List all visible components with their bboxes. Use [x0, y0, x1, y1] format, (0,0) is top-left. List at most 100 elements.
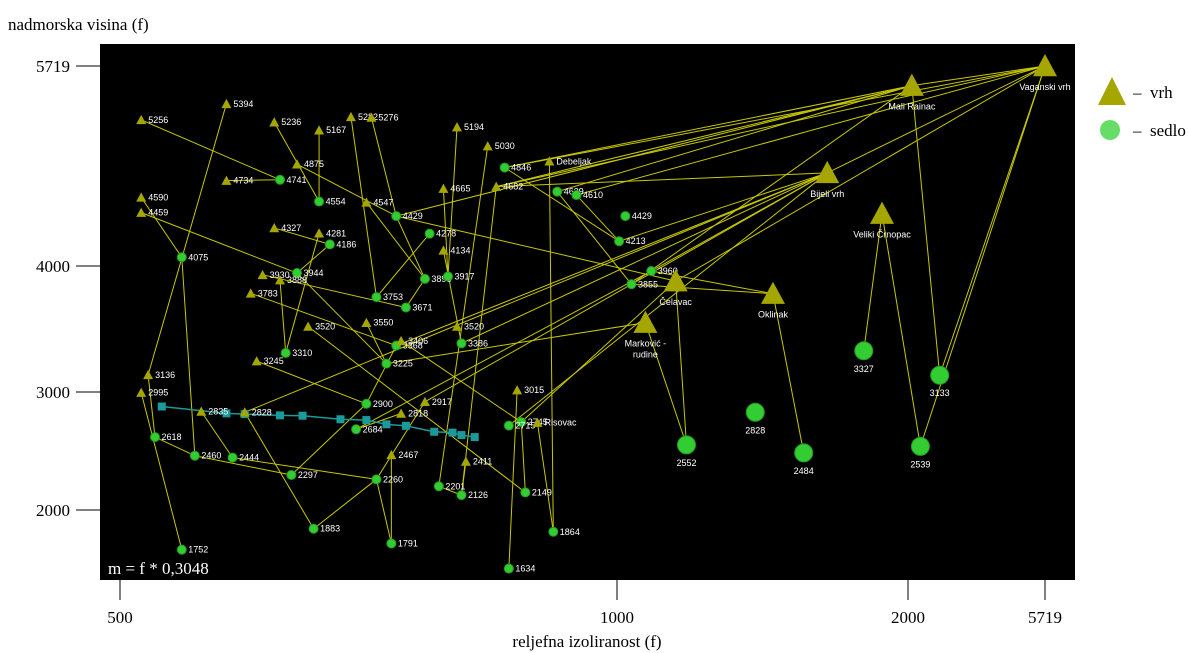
conversion-note: m = f * 0,3048 [108, 559, 209, 578]
link-line [520, 280, 677, 423]
saddle-point [324, 239, 335, 250]
saddle-point [503, 420, 514, 431]
link-line [291, 403, 367, 476]
saddle-label: 4213 [626, 236, 646, 246]
saddle-label: 4429 [632, 211, 652, 221]
peak-label: 5236 [281, 117, 301, 127]
link-line [396, 85, 912, 217]
link-line [631, 283, 774, 295]
saddle-point [400, 302, 411, 313]
peak-label: Oklinak [758, 310, 789, 320]
link-line [140, 392, 183, 550]
y-axis-title: nadmorska visina (f) [8, 15, 149, 34]
link-line [675, 281, 687, 445]
saddle-point [176, 252, 187, 263]
peak-point [269, 222, 280, 233]
link-line [675, 65, 1046, 282]
saddle-point [516, 417, 527, 428]
y-tick-label: 5719 [36, 57, 70, 76]
link-line [313, 478, 377, 530]
peak-point [633, 310, 658, 333]
saddle-point [676, 435, 696, 455]
peak-label: 4665 [450, 184, 470, 194]
saddle-label: 2828 [745, 425, 765, 435]
link-line [376, 233, 430, 298]
peak-point [396, 408, 407, 418]
link-line [141, 212, 298, 274]
peak-point [482, 141, 493, 151]
y-tick-label: 3000 [36, 383, 70, 402]
saddle-label: 2201 [445, 481, 465, 491]
saddle-point [292, 268, 303, 279]
saddle-point [620, 211, 631, 222]
link-line [262, 274, 407, 308]
peak-point [136, 114, 147, 125]
path-node [470, 433, 479, 442]
saddle-point [499, 162, 510, 173]
peak-label: 4281 [326, 228, 346, 238]
peak-point [663, 269, 688, 292]
peak-label: 5276 [378, 113, 398, 123]
peak-label: 3550 [373, 318, 393, 328]
peak-label: 2828 [252, 407, 272, 417]
saddle-label: 2684 [363, 424, 383, 434]
saddle-point [371, 292, 382, 303]
saddle-point [548, 526, 559, 537]
peak-point [239, 407, 250, 417]
saddle-label: 2715 [515, 421, 535, 431]
peak-label: Čelavac [659, 297, 692, 307]
link-line [154, 436, 196, 457]
saddle-label: 4741 [286, 175, 306, 185]
link-line [307, 326, 526, 493]
peak-label: 4327 [281, 223, 301, 233]
legend-triangle-icon [1098, 77, 1126, 105]
peak-points: 5256 5394 5236 5167 5282 5276 5194 5030 4875 4734… [136, 54, 1071, 467]
peak-label: 5394 [233, 99, 253, 109]
peak-label: 3930 [270, 270, 290, 280]
peak-point [760, 281, 785, 304]
link-line [355, 413, 402, 430]
plot-background [100, 44, 1075, 580]
saddle-point [433, 481, 444, 492]
saddle-point [227, 452, 238, 463]
link-line [285, 233, 320, 354]
saddle-label: 1634 [515, 564, 535, 574]
peak-point [257, 269, 268, 280]
saddle-label: 2900 [373, 399, 393, 409]
peak-point [419, 396, 430, 407]
link-line [557, 85, 912, 193]
saddle-point [286, 469, 297, 480]
legend-label-sedlo: sedlo [1150, 121, 1186, 140]
link-line [396, 215, 676, 282]
saddle-point [361, 398, 372, 409]
peak-point [870, 201, 895, 224]
saddle-label: 3960 [658, 266, 678, 276]
link-line [827, 65, 1046, 174]
x-axis: 500 1000 2000 5719 [107, 580, 1062, 627]
saddle-point [176, 544, 187, 555]
link-line [140, 197, 183, 258]
peak-label: 3520 [315, 321, 335, 331]
y-axis: 5719 4000 3000 2000 [36, 57, 100, 520]
path-node [362, 416, 371, 425]
x-tick-label: 1000 [600, 608, 634, 627]
saddle-label: 4075 [188, 252, 208, 262]
link-line [274, 227, 330, 245]
link-line [863, 213, 883, 351]
link-line [631, 85, 913, 285]
saddle-label: 3133 [930, 388, 950, 398]
link-line [296, 163, 397, 217]
path-node [298, 411, 307, 420]
saddle-point [854, 341, 874, 361]
peak-label: 5194 [464, 122, 484, 132]
saddle-point [424, 228, 435, 239]
saddle-label: 1752 [188, 545, 208, 555]
peak-point [221, 175, 232, 185]
link-line [365, 345, 397, 405]
path-node [336, 415, 345, 424]
peak-label: 3136 [155, 370, 175, 380]
link-line [375, 479, 392, 544]
saddle-label: 4610 [583, 190, 603, 200]
saddle-label: 3386 [468, 338, 488, 348]
link-line [461, 172, 828, 344]
